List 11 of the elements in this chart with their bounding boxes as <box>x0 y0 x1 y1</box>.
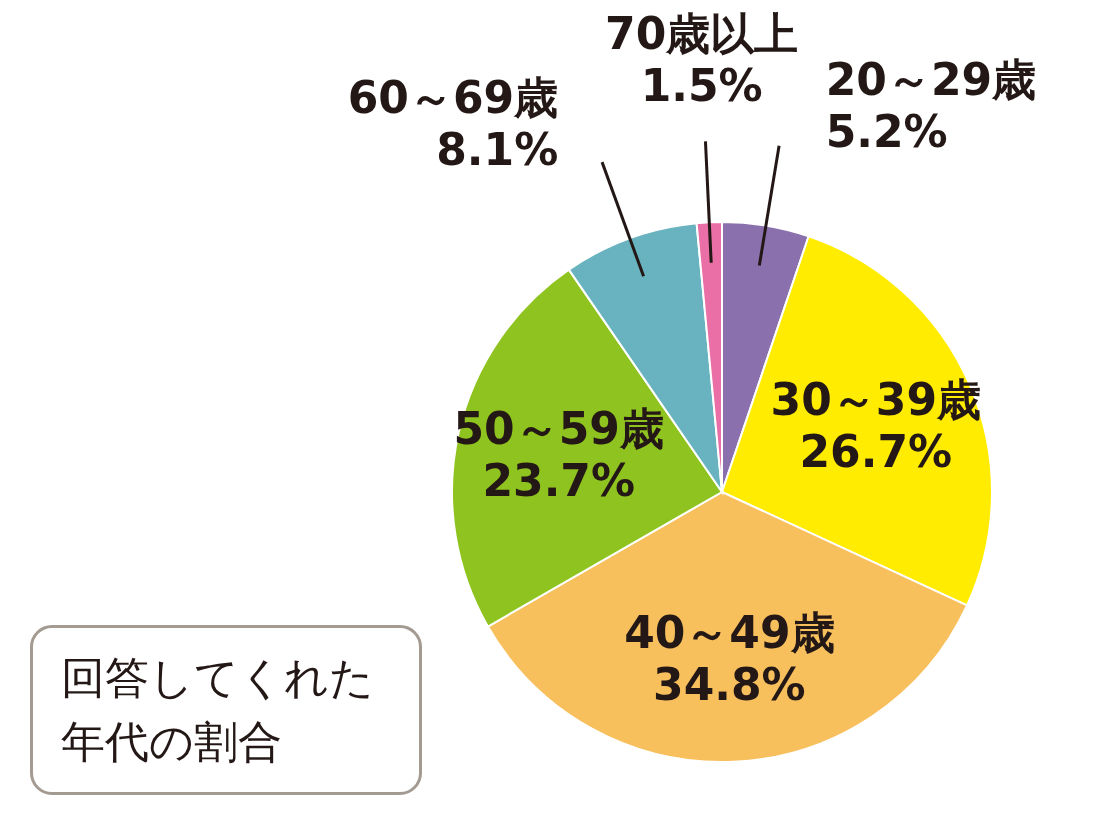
slice-label: 20～29歳 <box>825 53 1037 105</box>
data-label: 1.5% <box>640 60 763 112</box>
slice-label: 70歳以上 <box>605 8 799 60</box>
data-label: 5.2% <box>825 105 948 157</box>
data-label: 8.1% <box>436 124 559 176</box>
data-label: 26.7% <box>799 426 953 477</box>
slice-label: 40～49歳 <box>624 607 835 659</box>
data-label: 23.7% <box>482 454 636 506</box>
data-label: 34.8% <box>653 659 806 711</box>
slice-label: 60～69歳 <box>347 72 559 124</box>
text: 回答してくれた年代の割合 <box>30 625 422 795</box>
